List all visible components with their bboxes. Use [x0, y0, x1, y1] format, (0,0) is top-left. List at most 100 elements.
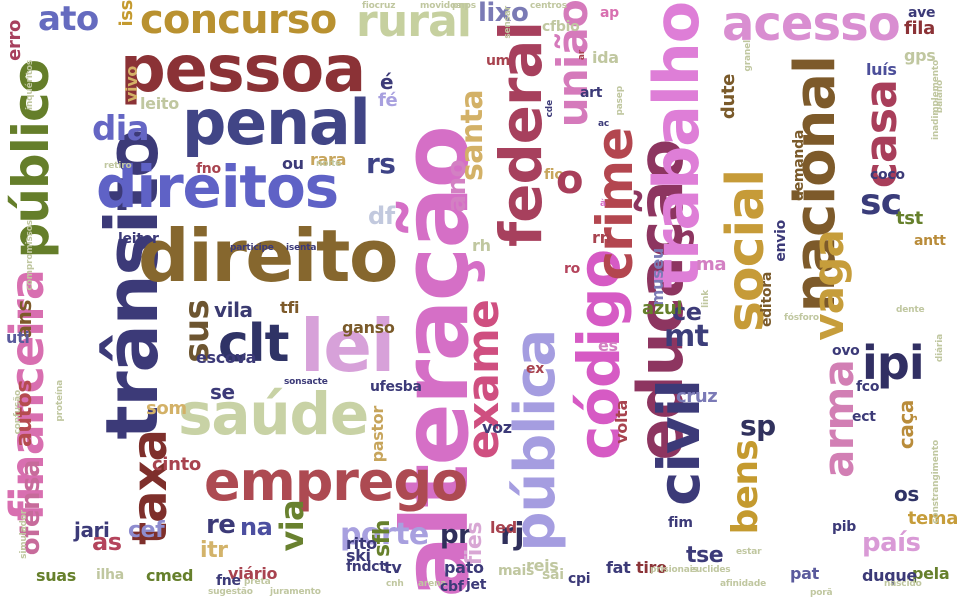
word-27: clt — [218, 314, 289, 374]
word-163: art — [580, 85, 603, 101]
word-103: pnps — [452, 1, 476, 11]
word-121: granel — [743, 40, 753, 72]
word-138: fndct — [346, 559, 386, 575]
word-153: sai — [542, 567, 564, 583]
word-68: fat — [606, 558, 631, 577]
word-150: jet — [466, 577, 487, 593]
word-154: mais — [498, 563, 535, 579]
word-108: inquéritos — [25, 60, 35, 111]
word-65: duque — [862, 566, 917, 585]
word-158: fim — [668, 515, 693, 531]
word-135: volta — [612, 400, 631, 444]
word-22: crime — [586, 128, 644, 281]
word-120: constrangimento — [931, 440, 941, 524]
word-131: porã — [810, 588, 833, 598]
word-125: demanda — [791, 130, 807, 202]
word-102: movidos — [420, 1, 462, 11]
word-168: fé — [378, 90, 398, 111]
word-155: ufesba — [370, 379, 422, 395]
word-89: dute — [718, 74, 739, 120]
word-74: cinto — [152, 454, 201, 475]
word-159: voz — [482, 418, 512, 437]
word-123: retiro — [104, 161, 132, 171]
word-174: ro — [564, 261, 580, 277]
word-16: trabalho — [640, 2, 713, 289]
word-107: isenta — [286, 243, 317, 253]
word-106: participe — [230, 243, 274, 253]
word-139: preta — [244, 577, 271, 587]
word-85: ave — [908, 5, 936, 21]
word-146: tv — [384, 558, 402, 577]
word-47: vila — [214, 298, 253, 322]
word-157: ex — [526, 361, 544, 377]
word-141: cmed — [146, 566, 194, 585]
word-161: cde — [545, 100, 555, 118]
word-32: bens — [725, 440, 766, 535]
word-98: suas — [36, 566, 76, 585]
word-24: rural — [356, 0, 472, 47]
word-167: ar — [577, 50, 587, 61]
word-4: pessoa — [120, 33, 366, 107]
word-179: re — [206, 510, 236, 540]
word-169: é — [380, 70, 394, 94]
word-133: diária — [935, 334, 945, 363]
word-113: nascido — [884, 579, 922, 589]
word-39: via — [273, 500, 311, 552]
word-156: sonsacte — [284, 377, 328, 387]
word-55: rj — [500, 517, 524, 552]
word-40: país — [862, 528, 921, 558]
word-59: tse — [686, 543, 724, 568]
word-162: ac — [598, 119, 610, 129]
word-148: pato — [444, 558, 484, 577]
word-112: afinidade — [720, 579, 767, 589]
word-111: simulador — [19, 510, 29, 559]
word-88: coco — [870, 167, 905, 183]
word-66: pat — [790, 564, 819, 583]
word-70: ce — [672, 298, 702, 326]
word-172: fio — [544, 167, 564, 183]
word-104: centros — [530, 1, 567, 11]
word-42: df — [368, 202, 395, 230]
word-176: rh — [472, 236, 491, 255]
word-83: gps — [904, 46, 936, 65]
word-28: ipi — [862, 336, 925, 390]
word-90: fco — [856, 379, 880, 395]
word-118: proteína — [55, 380, 65, 422]
word-43: mt — [664, 319, 709, 354]
word-81: erro — [4, 20, 25, 61]
word-136: cnh — [386, 579, 404, 589]
word-92: pib — [832, 519, 857, 535]
word-134: fósforo — [784, 313, 819, 323]
word-127: editora — [759, 272, 775, 328]
word-140: fne — [216, 573, 241, 589]
word-84: luís — [866, 60, 897, 79]
word-3: direito — [138, 214, 398, 298]
word-95: ou — [282, 154, 304, 173]
word-126: envio — [773, 220, 789, 262]
word-117: sugestão — [208, 587, 253, 597]
word-91: ect — [852, 409, 876, 425]
word-99: ilha — [96, 567, 124, 583]
word-48: cef — [128, 518, 165, 543]
word-145: led — [490, 518, 517, 537]
word-97: tfi — [280, 298, 300, 317]
word-115: prisionais — [650, 565, 698, 575]
word-143: uti — [6, 328, 30, 347]
word-94: rara — [310, 150, 347, 169]
word-152: cpi — [568, 571, 591, 587]
word-144: rito — [346, 534, 377, 553]
word-63: tema — [907, 508, 959, 529]
word-178: o — [556, 157, 583, 203]
word-73: som — [146, 398, 187, 419]
word-177: à — [600, 199, 606, 209]
word-35: dia — [92, 109, 150, 149]
word-62: cruz — [676, 386, 718, 407]
word-100: viário — [228, 564, 278, 583]
word-6: direitos — [96, 153, 339, 221]
word-41: rs — [366, 147, 396, 180]
word-77: leitor — [118, 231, 159, 247]
word-110: compromissos — [25, 220, 35, 291]
word-13: concurso — [140, 0, 337, 43]
word-129: link — [701, 290, 711, 308]
